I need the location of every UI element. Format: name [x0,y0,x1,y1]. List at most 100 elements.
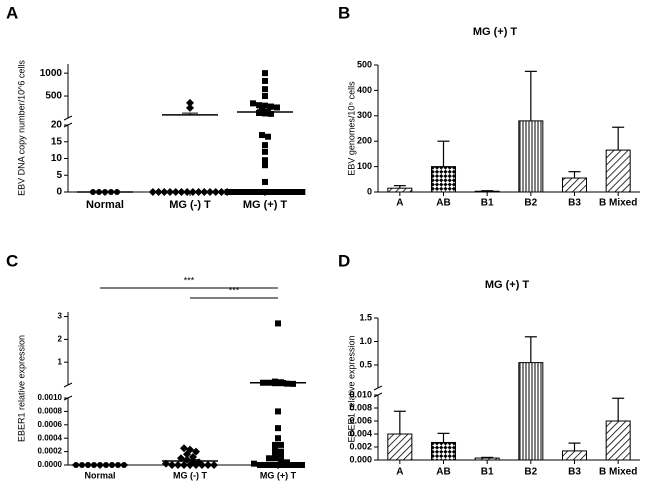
bar [518,120,544,193]
y-tick-label: 0.008 [349,402,372,412]
y-tick-label: 20 [51,120,63,131]
x-tick-label: B1 [481,198,494,209]
y-tick-label: 500 [45,91,62,102]
axis-break [373,392,383,398]
bar [561,177,588,193]
data-point [250,100,256,107]
bar [387,187,413,193]
x-tick-label: MG (+) T [243,199,288,211]
data-point [183,450,191,459]
y-tick-label: 5 [56,170,62,181]
x-tick-label: AB [436,467,450,478]
significance-label: *** [184,275,195,285]
axis-break [373,385,383,391]
data-point [281,462,287,468]
data-point [192,447,200,456]
data-point [278,189,284,195]
x-tick-label: MG (+) T [260,470,297,480]
data-point [166,188,174,196]
data-point [206,188,214,196]
y-tick-label: 2 [58,334,63,343]
data-point [224,189,231,195]
y-tick-label: 15 [51,136,63,147]
y-tick-label: 400 [357,85,372,95]
x-tick-label: A [396,467,403,478]
data-point [210,461,218,469]
data-point [230,189,236,195]
data-point [262,157,268,164]
significance-label: *** [229,285,240,295]
data-point [180,444,188,453]
data-point [177,188,186,196]
y-tick-label: 300 [357,110,372,120]
data-point [168,461,176,469]
y-tick-label: 0.0002 [38,447,63,456]
bar [430,441,457,461]
x-tick-label: Normal [86,199,124,211]
data-point [278,451,284,458]
data-point [183,188,192,196]
bar [474,457,500,461]
axis-break [63,382,73,388]
y-tick-label: 0.0004 [38,433,63,442]
y-tick-label: 0.5 [359,359,372,369]
y-tick-label: 200 [357,136,372,146]
panel-letter: B [338,3,350,22]
x-tick-label: B Mixed [599,467,637,478]
data-point [275,408,281,415]
y-axis-label: EBER1 relative expression [346,335,356,442]
data-point [272,455,278,462]
data-point [262,142,268,149]
data-point [275,435,281,442]
data-point [186,98,194,107]
x-tick-label: B3 [568,198,581,209]
y-tick-label: 0.004 [349,428,372,438]
data-point [275,320,281,327]
panel-letter: A [6,3,18,22]
data-point [262,86,268,93]
data-point [262,77,268,84]
data-point [148,188,157,196]
panel-letter: C [6,251,18,270]
data-point [262,189,268,195]
data-point [293,462,299,468]
data-point [211,188,220,196]
data-point [262,178,268,185]
data-point [283,189,290,195]
data-point [171,188,180,196]
data-point [180,461,188,469]
bar [605,149,631,193]
data-point [235,189,242,195]
data-point [278,457,284,464]
data-point [256,109,262,116]
data-point [287,462,293,468]
x-tick-label: B2 [524,467,537,478]
bar [561,450,588,461]
data-point [278,448,284,455]
data-point [269,462,275,468]
data-point [259,132,265,139]
data-point [200,188,209,196]
y-tick-label: 1 [58,357,63,366]
data-point [268,103,274,110]
data-point [194,188,203,196]
data-point [299,462,305,468]
data-point [275,425,281,432]
y-tick-label: 3 [58,312,63,321]
y-tick-label: 0.0010 [38,393,63,402]
y-axis-label: EBER1 relative expression [16,335,26,442]
data-point [268,110,274,117]
data-point [263,462,269,468]
y-tick-label: 0.000 [349,454,372,464]
data-point [192,461,200,469]
bar [430,166,457,193]
data-point [272,441,278,448]
data-point [256,189,263,195]
data-point [186,461,194,469]
data-point [256,102,262,109]
data-point [272,189,279,195]
data-point [240,189,247,195]
data-point [278,441,284,448]
data-point [251,189,258,195]
